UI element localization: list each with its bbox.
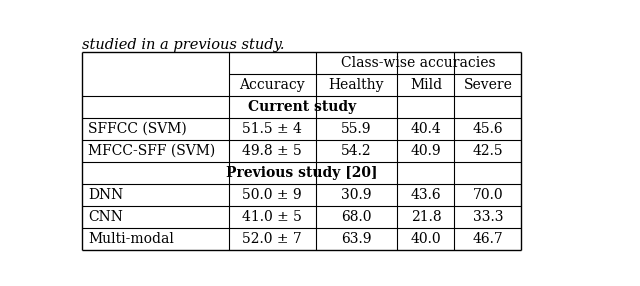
Text: 70.0: 70.0 [473,188,503,202]
Text: 54.2: 54.2 [341,144,372,158]
Text: SFFCC (SVM): SFFCC (SVM) [88,122,187,136]
Text: 40.4: 40.4 [411,122,442,136]
Text: 51.5 ± 4: 51.5 ± 4 [243,122,302,136]
Text: Class-wise accuracies: Class-wise accuracies [341,56,496,70]
Text: 30.9: 30.9 [341,188,372,202]
Text: Multi-modal: Multi-modal [88,232,174,246]
Text: Current study: Current study [248,100,356,114]
Text: 52.0 ± 7: 52.0 ± 7 [243,232,302,246]
Text: 45.6: 45.6 [473,122,503,136]
Text: CNN: CNN [88,210,124,224]
Text: 50.0 ± 9: 50.0 ± 9 [243,188,302,202]
Text: Mild: Mild [410,78,442,92]
Text: MFCC-SFF (SVM): MFCC-SFF (SVM) [88,144,216,158]
Text: 43.6: 43.6 [411,188,441,202]
Text: 46.7: 46.7 [472,232,503,246]
Text: 42.5: 42.5 [473,144,503,158]
Text: 40.0: 40.0 [411,232,441,246]
Text: Previous study [20]: Previous study [20] [226,166,378,180]
Text: 55.9: 55.9 [341,122,372,136]
Text: studied in a previous study.: studied in a previous study. [83,38,285,52]
Text: 49.8 ± 5: 49.8 ± 5 [243,144,302,158]
Text: 33.3: 33.3 [473,210,503,224]
Text: 68.0: 68.0 [341,210,372,224]
Text: 40.9: 40.9 [411,144,441,158]
Text: Accuracy: Accuracy [239,78,305,92]
Text: 21.8: 21.8 [411,210,441,224]
Text: Healthy: Healthy [329,78,384,92]
Text: 41.0 ± 5: 41.0 ± 5 [243,210,302,224]
Text: DNN: DNN [88,188,124,202]
Text: Severe: Severe [463,78,513,92]
Text: 63.9: 63.9 [341,232,372,246]
